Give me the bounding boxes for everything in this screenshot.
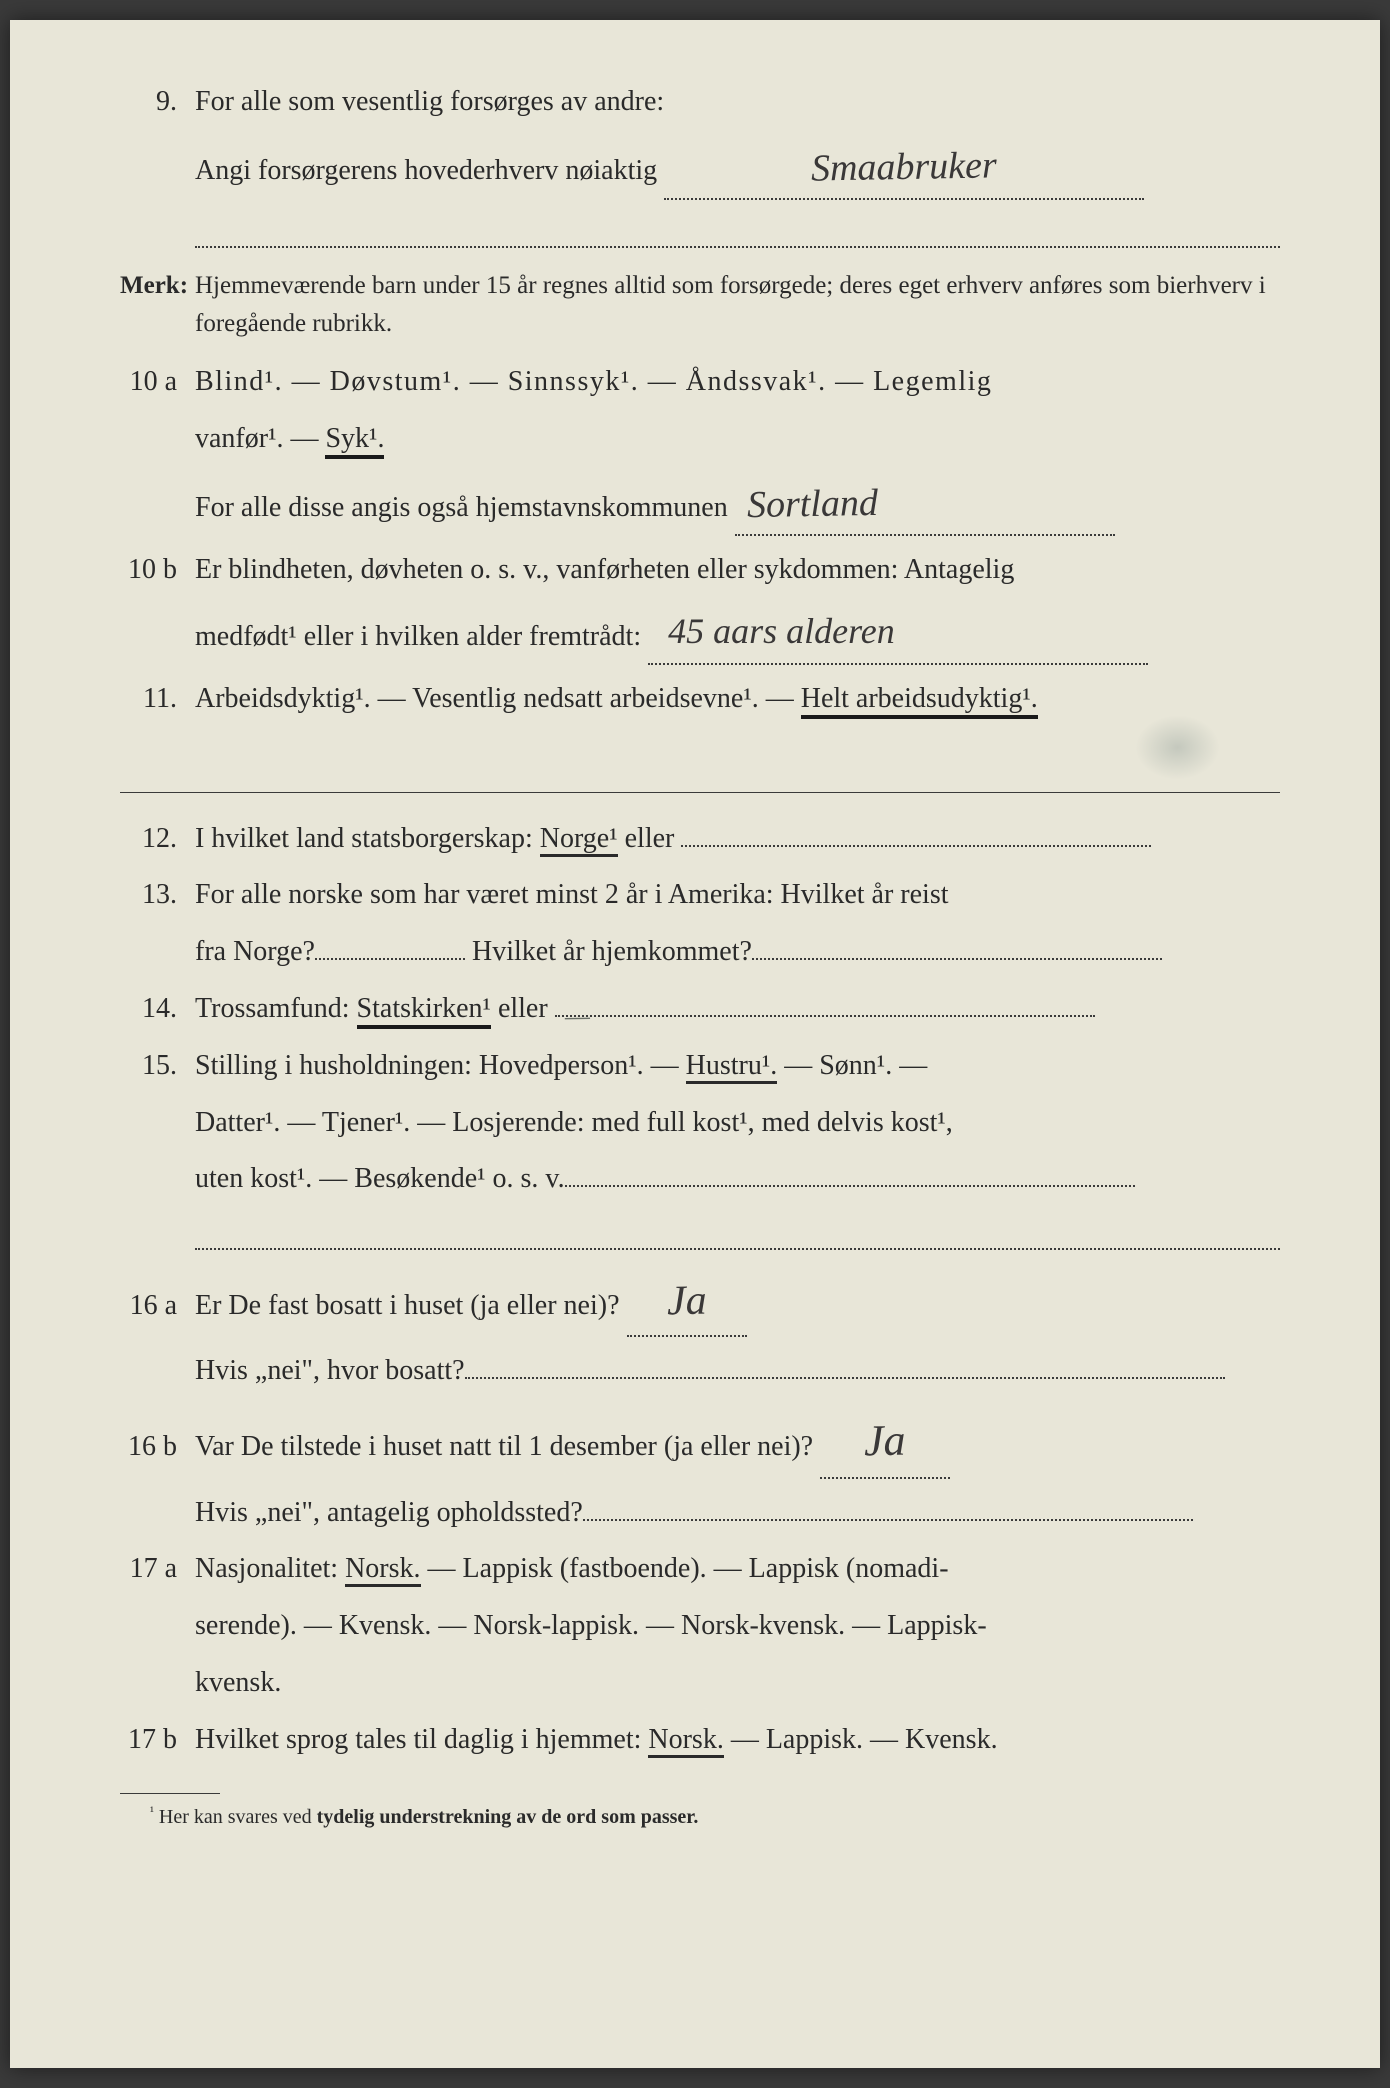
q16b-number: 16 b	[120, 1425, 195, 1470]
q15-line2: Datter¹. — Tjener¹. — Losjerende: med fu…	[195, 1101, 1280, 1146]
q16a-row1: 16 a Er De fast bosatt i huset (ja eller…	[120, 1268, 1280, 1337]
q17a-underlined: Norsk.	[345, 1553, 420, 1587]
q14-mark: —	[564, 995, 590, 1040]
q13-line2b: Hvilket år hjemkommet?	[472, 936, 752, 967]
document-page: 9. For alle som vesentlig forsørges av a…	[10, 20, 1380, 2068]
q10a-syk: Syk¹.	[325, 423, 384, 459]
q15-row1: 15. Stilling i husholdningen: Hovedperso…	[120, 1044, 1280, 1089]
q17a-line1a: Nasjonalitet:	[195, 1553, 345, 1584]
q9-number: 9.	[120, 80, 195, 125]
smudge-mark	[1135, 715, 1220, 780]
q16b-row2: Hvis „nei", antagelig opholdssted?	[120, 1491, 1280, 1536]
q14-label: Trossamfund:	[195, 993, 357, 1024]
q16b-row1: 16 b Var De tilstede i huset natt til 1 …	[120, 1406, 1280, 1478]
q9-row1: 9. For alle som vesentlig forsørges av a…	[120, 80, 1280, 125]
q17a-line2: serende). — Kvensk. — Norsk-lappisk. — N…	[195, 1604, 1280, 1649]
q10a-number: 10 a	[120, 360, 195, 405]
q15-line1a: Stilling i husholdningen: Hovedperson¹. …	[195, 1050, 686, 1081]
q16b-answer: Ja	[864, 1406, 907, 1477]
q17b-line1b: — Lappisk. — Kvensk.	[724, 1724, 998, 1755]
q10a-line3-label: For alle disse angis også hjemstavnskomm…	[195, 492, 728, 523]
q10a-row3: For alle disse angis også hjemstavnskomm…	[120, 474, 1280, 537]
q15-blank	[120, 1214, 1280, 1250]
footnote-rule	[120, 1793, 220, 1794]
q16b-line2-label: Hvis „nei", antagelig opholdssted?	[195, 1497, 583, 1528]
q16a-row2: Hvis „nei", hvor bosatt?	[120, 1349, 1280, 1394]
q12-underlined: Norge¹	[540, 823, 618, 857]
merk-row: Merk: Hjemmeværende barn under 15 år reg…	[120, 266, 1280, 345]
q12-number: 12.	[120, 817, 195, 862]
q10b-line2-label: medfødt¹ eller i hvilken alder fremtrådt…	[195, 621, 641, 652]
q10a-opts2a: vanfør¹. —	[195, 423, 325, 454]
q13-line2a: fra Norge?	[195, 936, 315, 967]
q10b-line1: Er blindheten, døvheten o. s. v., vanfør…	[195, 548, 1280, 593]
q16a-line1-label: Er De fast bosatt i huset (ja eller nei)…	[195, 1290, 620, 1321]
q15-row3: uten kost¹. — Besøkende¹ o. s. v.	[120, 1157, 1280, 1202]
q11-text1: Arbeidsdyktig¹. — Vesentlig nedsatt arbe…	[195, 683, 801, 714]
q12-after: eller	[618, 823, 675, 854]
q13-row2: fra Norge? Hvilket år hjemkommet?	[120, 930, 1280, 975]
q17b-line1a: Hvilket sprog tales til daglig i hjemmet…	[195, 1724, 648, 1755]
q16a-number: 16 a	[120, 1284, 195, 1329]
q14-underlined: Statskirken¹	[357, 993, 491, 1029]
q10a-answer: Sortland	[746, 473, 878, 536]
q12-row: 12. I hvilket land statsborgerskap: Norg…	[120, 817, 1280, 862]
q11-number: 11.	[120, 677, 195, 722]
q9-line1: For alle som vesentlig forsørges av andr…	[195, 80, 1280, 125]
q17a-row3: kvensk.	[120, 1661, 1280, 1706]
footnote: ¹ Her kan svares ved tydelig understrekn…	[120, 1793, 1280, 1830]
q13-line1: For alle norske som har været minst 2 år…	[195, 873, 1280, 918]
q10a-row2: vanfør¹. — Syk¹.	[120, 417, 1280, 462]
footnote-num: ¹	[150, 1804, 154, 1819]
q17b-number: 17 b	[120, 1718, 195, 1763]
q17b-row: 17 b Hvilket sprog tales til daglig i hj…	[120, 1718, 1280, 1763]
q9-blank	[120, 212, 1280, 248]
q10b-row1: 10 b Er blindheten, døvheten o. s. v., v…	[120, 548, 1280, 593]
q15-line3: uten kost¹. — Besøkende¹ o. s. v.	[195, 1163, 565, 1194]
q9-row2: Angi forsørgerens hovederhverv nøiaktig …	[120, 137, 1280, 200]
merk-label: Merk:	[120, 266, 195, 306]
q14-row: 14. Trossamfund: Statskirken¹ eller —	[120, 987, 1280, 1032]
q15-underlined: Hustru¹.	[686, 1050, 778, 1084]
q12-label: I hvilket land statsborgerskap:	[195, 823, 540, 854]
q13-row1: 13. For alle norske som har været minst …	[120, 873, 1280, 918]
q15-number: 15.	[120, 1044, 195, 1089]
q17b-underlined: Norsk.	[648, 1724, 723, 1758]
q10b-answer: 45 aars alderen	[668, 611, 895, 651]
q14-number: 14.	[120, 987, 195, 1032]
q10a-opts: Blind¹. — Døvstum¹. — Sinnssyk¹. — Åndss…	[195, 360, 1280, 405]
q17a-row2: serende). — Kvensk. — Norsk-lappisk. — N…	[120, 1604, 1280, 1649]
q9-answer: Smaabruker	[811, 135, 998, 199]
q9-line2-label: Angi forsørgerens hovederhverv nøiaktig	[195, 155, 657, 186]
q13-number: 13.	[120, 873, 195, 918]
merk-text: Hjemmeværende barn under 15 år regnes al…	[195, 267, 1280, 345]
q16a-answer: Ja	[666, 1268, 707, 1336]
q10a-row1: 10 a Blind¹. — Døvstum¹. — Sinnssyk¹. — …	[120, 360, 1280, 405]
footnote-text-a: Her kan svares ved	[159, 1806, 317, 1828]
q17a-number: 17 a	[120, 1547, 195, 1592]
q10b-number: 10 b	[120, 548, 195, 593]
q10b-row2: medfødt¹ eller i hvilken alder fremtrådt…	[120, 605, 1280, 665]
q14-after: eller	[491, 993, 548, 1024]
q16a-line2-label: Hvis „nei", hvor bosatt?	[195, 1355, 465, 1386]
q17a-row1: 17 a Nasjonalitet: Norsk. — Lappisk (fas…	[120, 1547, 1280, 1592]
divider-1	[120, 792, 1280, 793]
q15-row2: Datter¹. — Tjener¹. — Losjerende: med fu…	[120, 1101, 1280, 1146]
q16b-line1-label: Var De tilstede i huset natt til 1 desem…	[195, 1431, 813, 1462]
footnote-text-b: tydelig understrekning av de ord som pas…	[317, 1806, 699, 1828]
q15-line1b: — Sønn¹. —	[777, 1050, 927, 1081]
q11-underlined: Helt arbeidsudyktig¹.	[801, 683, 1038, 719]
q17a-line3: kvensk.	[195, 1661, 1280, 1706]
q11-row: 11. Arbeidsdyktig¹. — Vesentlig nedsatt …	[120, 677, 1280, 722]
q17a-line1b: — Lappisk (fastboende). — Lappisk (nomad…	[421, 1553, 949, 1584]
